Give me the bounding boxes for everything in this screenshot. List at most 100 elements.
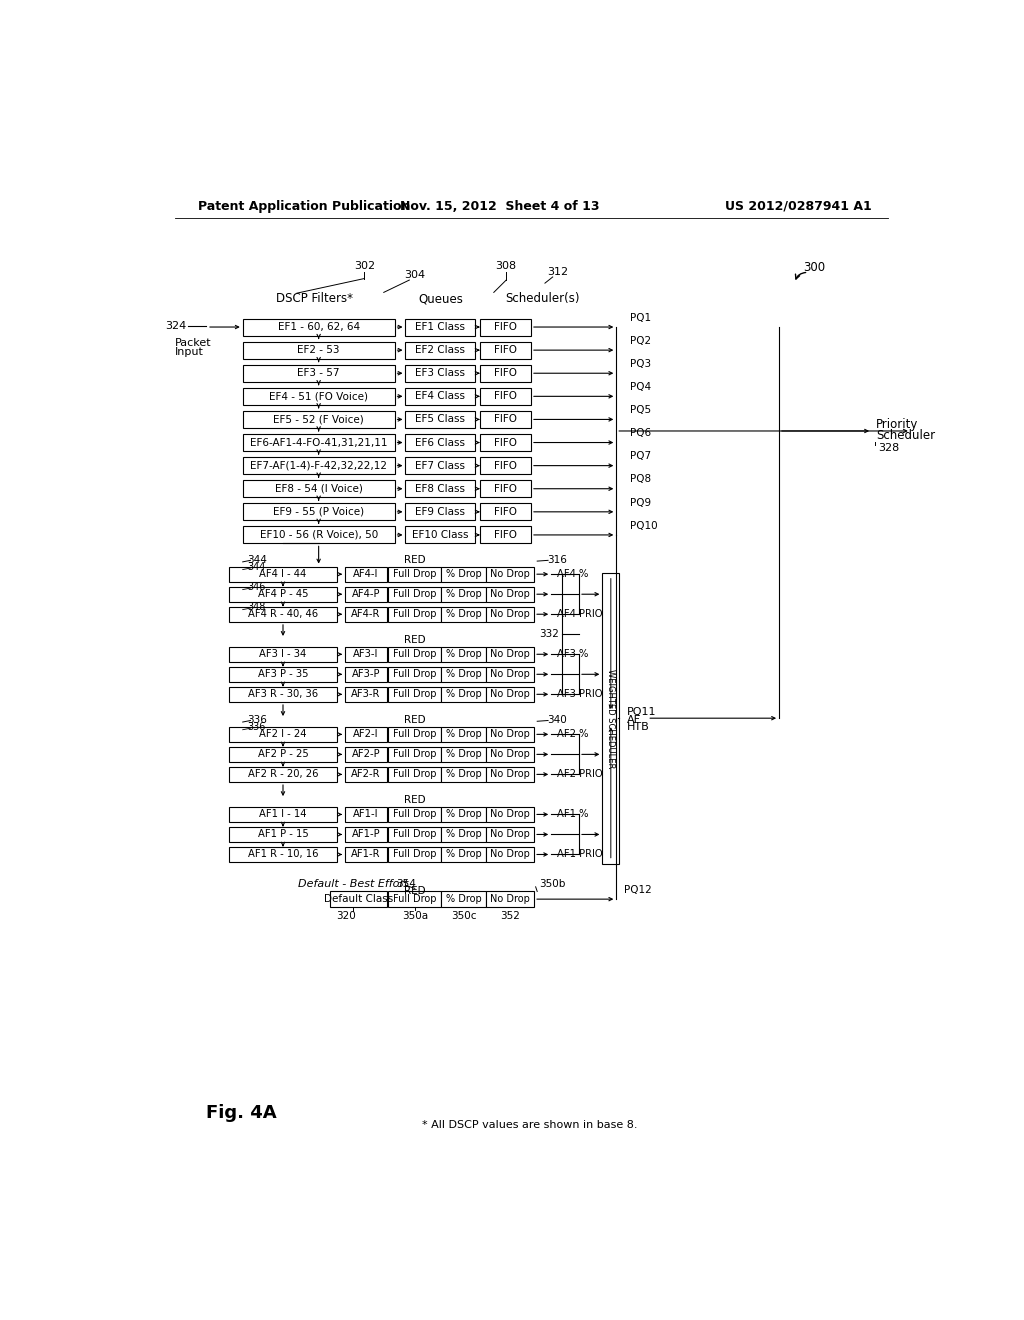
Text: Full Drop: Full Drop [393,829,436,840]
Text: Nov. 15, 2012  Sheet 4 of 13: Nov. 15, 2012 Sheet 4 of 13 [400,199,600,213]
Bar [388,847,441,862]
Bar [228,767,337,781]
Text: No Drop: No Drop [490,589,530,599]
Bar [345,826,387,842]
Text: EF3 Class: EF3 Class [416,368,465,379]
Text: PQ5: PQ5 [630,405,651,416]
Text: Scheduler(s): Scheduler(s) [506,292,580,305]
Text: PQ1: PQ1 [630,313,651,323]
Text: AF3 %: AF3 % [557,649,589,659]
Bar [406,411,475,428]
Text: EF6-AF1-4-FO-41,31,21,11: EF6-AF1-4-FO-41,31,21,11 [250,437,387,447]
Text: 308: 308 [496,261,517,271]
Text: AF1-P: AF1-P [351,829,380,840]
Bar [441,767,486,781]
Text: 336: 336 [248,722,266,733]
Bar [228,747,337,762]
Text: EF2 Class: EF2 Class [416,345,465,355]
Text: 354: 354 [396,879,416,888]
Text: AF2-P: AF2-P [351,750,380,759]
Bar [441,586,486,602]
Text: 346: 346 [248,582,266,593]
Bar [243,503,394,520]
Bar [345,647,387,663]
Text: EF8 - 54 (I Voice): EF8 - 54 (I Voice) [274,483,362,494]
Text: RED: RED [403,887,426,896]
Text: AF2-I: AF2-I [353,730,379,739]
Text: 352: 352 [500,911,520,921]
Bar [345,747,387,762]
Bar [441,747,486,762]
Bar [243,527,394,544]
Bar [480,364,531,381]
Text: No Drop: No Drop [490,669,530,680]
Bar [441,667,486,682]
Text: Full Drop: Full Drop [393,589,436,599]
Bar [228,566,337,582]
Text: FIFO: FIFO [494,507,517,517]
Bar [388,767,441,781]
Text: PQ11: PQ11 [627,708,656,717]
Text: % Drop: % Drop [445,689,481,700]
Text: AF1 R - 10, 16: AF1 R - 10, 16 [248,850,318,859]
Bar [388,667,441,682]
Bar [480,411,531,428]
Text: AF4 R - 40, 46: AF4 R - 40, 46 [248,610,318,619]
Text: RED: RED [403,714,426,725]
Bar [486,647,535,663]
Text: PQ10: PQ10 [630,520,657,531]
Bar [388,891,441,907]
Bar [388,826,441,842]
Text: US 2012/0287941 A1: US 2012/0287941 A1 [725,199,872,213]
Text: EF10 - 56 (R Voice), 50: EF10 - 56 (R Voice), 50 [259,529,378,540]
Text: Full Drop: Full Drop [393,649,436,659]
Text: Full Drop: Full Drop [393,850,436,859]
Text: 336: 336 [247,714,266,725]
Bar [480,503,531,520]
Text: Full Drop: Full Drop [393,689,436,700]
Text: AF3 P - 35: AF3 P - 35 [258,669,308,680]
Text: 344: 344 [248,562,266,573]
Bar [441,566,486,582]
Text: 302: 302 [354,261,375,271]
Text: % Drop: % Drop [445,894,481,904]
Text: No Drop: No Drop [490,850,530,859]
Text: % Drop: % Drop [445,610,481,619]
Bar [406,342,475,359]
Text: EF1 - 60, 62, 64: EF1 - 60, 62, 64 [278,322,359,333]
Text: Patent Application Publication: Patent Application Publication [198,199,411,213]
Text: Full Drop: Full Drop [393,730,436,739]
Bar [406,503,475,520]
Text: AF3 R - 30, 36: AF3 R - 30, 36 [248,689,318,700]
Bar [486,586,535,602]
Text: FIFO: FIFO [494,414,517,425]
Bar [406,318,475,335]
Text: 300: 300 [803,261,825,275]
Text: FIFO: FIFO [494,391,517,401]
Bar [228,647,337,663]
Bar [345,667,387,682]
Text: FIFO: FIFO [494,368,517,379]
Text: EF5 Class: EF5 Class [416,414,465,425]
Bar [441,807,486,822]
Text: Full Drop: Full Drop [393,894,436,904]
Bar [441,686,486,702]
Bar [243,434,394,451]
Text: RED: RED [403,635,426,644]
Text: * All DSCP values are shown in base 8.: * All DSCP values are shown in base 8. [423,1119,638,1130]
Bar [388,726,441,742]
Text: EF5 - 52 (F Voice): EF5 - 52 (F Voice) [273,414,364,425]
Text: 344: 344 [247,554,266,565]
Bar [243,342,394,359]
Text: No Drop: No Drop [490,689,530,700]
Text: PQ9: PQ9 [630,498,651,508]
Bar [345,726,387,742]
Text: AF3 PRIO: AF3 PRIO [557,689,603,700]
Text: EF8 Class: EF8 Class [416,483,465,494]
Text: AF1-I: AF1-I [353,809,379,820]
Text: DSCP Filters*: DSCP Filters* [275,292,352,305]
Bar [486,826,535,842]
Bar [228,726,337,742]
Text: EF10 Class: EF10 Class [412,529,469,540]
Text: No Drop: No Drop [490,610,530,619]
